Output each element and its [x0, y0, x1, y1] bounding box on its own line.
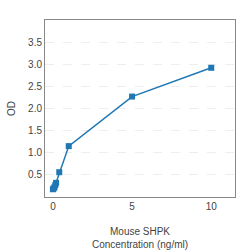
svg-text:10: 10	[206, 201, 218, 212]
svg-text:3.0: 3.0	[28, 59, 42, 70]
svg-text:0.5: 0.5	[28, 169, 42, 180]
svg-text:0: 0	[50, 201, 56, 212]
svg-text:5: 5	[129, 201, 135, 212]
svg-text:1.5: 1.5	[28, 125, 42, 136]
svg-text:3.5: 3.5	[28, 37, 42, 48]
svg-text:1.0: 1.0	[28, 147, 42, 158]
svg-text:2.0: 2.0	[28, 103, 42, 114]
svg-text:Mouse SHPKConcentration (ng/ml: Mouse SHPKConcentration (ng/ml)	[92, 226, 188, 250]
svg-text:OD: OD	[6, 101, 17, 116]
svg-text:2.5: 2.5	[28, 81, 42, 92]
